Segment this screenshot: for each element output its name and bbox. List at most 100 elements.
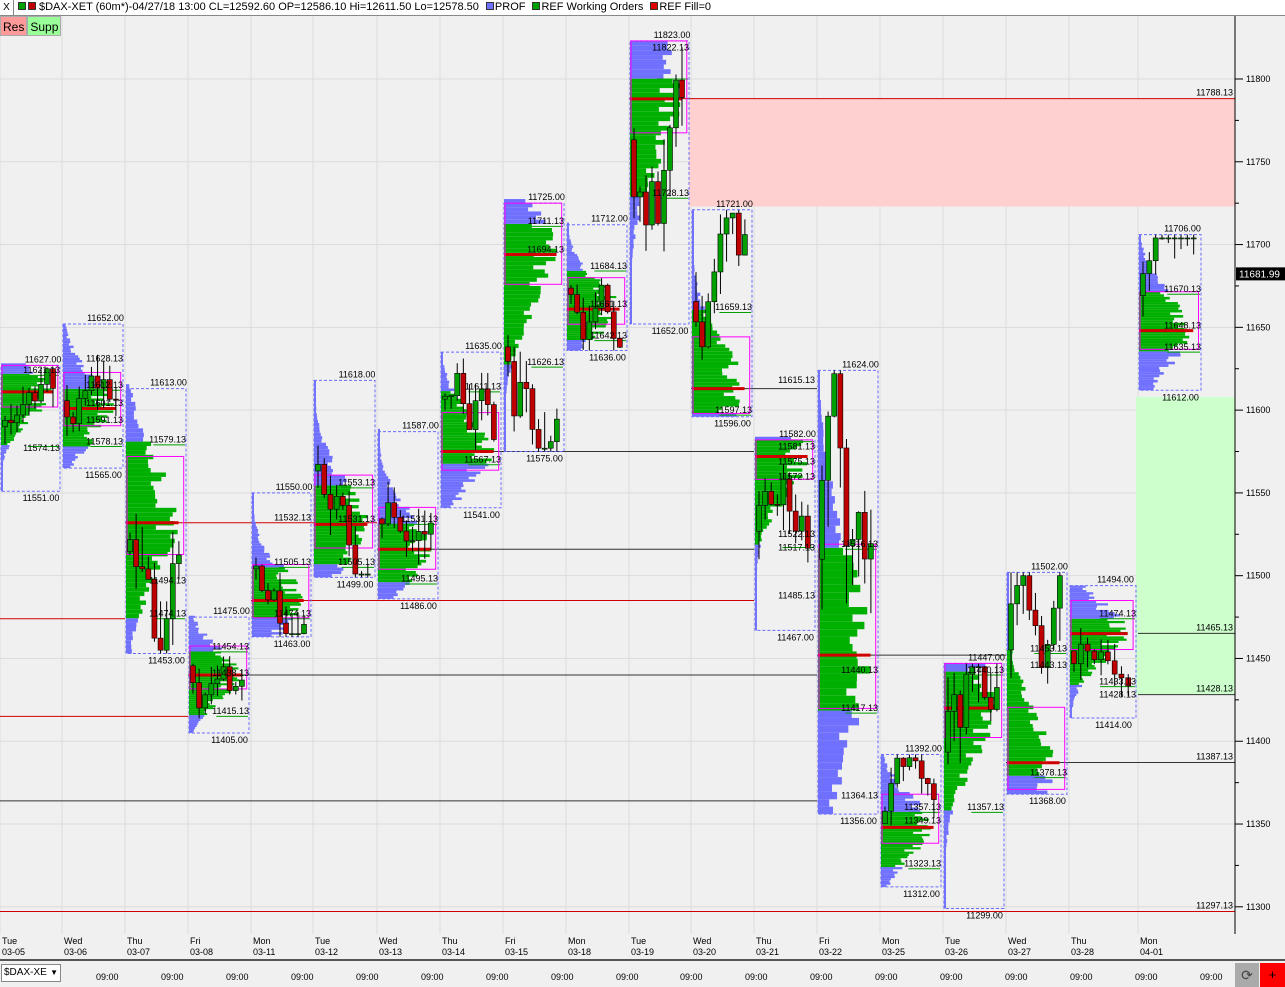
price-label: 11474.13	[149, 609, 186, 619]
last-price-tag	[1236, 267, 1285, 281]
profile-bar	[441, 479, 475, 482]
profile-bar	[1139, 239, 1141, 243]
profile-bar	[314, 462, 328, 466]
supp-button[interactable]: Supp	[27, 16, 62, 36]
profile-bar	[378, 434, 380, 438]
profile-bar	[1070, 709, 1072, 712]
value-area-bar	[504, 360, 511, 365]
profile-bar	[1070, 614, 1121, 617]
candle-body	[38, 384, 44, 402]
value-area-bar	[378, 534, 427, 538]
value-area-bar	[692, 392, 724, 397]
profile-bar	[692, 275, 696, 279]
price-chart[interactable]: 11788.13 11465.13 11428.13 11387.13 11297.13…	[0, 16, 1285, 934]
value-area-bar	[189, 659, 230, 662]
value-area-bar	[126, 445, 147, 451]
profile-bar	[1, 474, 3, 477]
profile-bar	[630, 55, 663, 60]
profile-bar	[818, 385, 820, 393]
value-area-bar	[126, 569, 152, 575]
candle-body	[364, 573, 371, 576]
value-area-bar	[755, 468, 803, 472]
candle-body	[1014, 585, 1020, 605]
candle-body	[762, 491, 768, 506]
profile-bar	[1070, 598, 1089, 602]
profile-bar	[630, 239, 634, 244]
close-button[interactable]: X	[0, 0, 14, 15]
profile-bar	[378, 495, 397, 499]
legend-item: REF Fill=0	[649, 1, 711, 13]
value-area-bar	[881, 856, 908, 859]
profile-bar	[692, 240, 694, 245]
profile-bar	[63, 446, 89, 449]
profile-bar	[63, 458, 76, 461]
green-square-icon	[17, 0, 37, 15]
add-button[interactable]: +	[1260, 963, 1285, 987]
value-area-bar	[944, 736, 986, 742]
candle-body	[214, 678, 221, 684]
value-area-bar	[944, 781, 966, 786]
candle-body	[568, 287, 574, 295]
profile-bar	[1070, 609, 1109, 613]
profile-bar	[378, 520, 418, 524]
profile-bar	[755, 557, 758, 561]
profile-bar	[567, 228, 569, 231]
profile-bar	[630, 229, 634, 235]
profile-bar	[1139, 385, 1155, 388]
refresh-icon[interactable]: ⟳	[1235, 963, 1259, 987]
initial-balance-box	[1139, 291, 1199, 350]
candle-body	[196, 682, 202, 709]
profile-bar	[441, 466, 486, 469]
candle-body	[742, 234, 748, 256]
value-area-bar	[1007, 731, 1047, 736]
date-label: Tue 03-19	[631, 936, 655, 957]
value-area-bar	[881, 853, 909, 857]
initial-balance-box	[126, 455, 185, 555]
profile-bar	[1, 371, 34, 374]
profile-bar	[441, 487, 462, 490]
value-area-bar	[1, 392, 40, 395]
profile-bar	[252, 519, 255, 522]
profile-bar	[755, 570, 757, 574]
price-label: 11551.00	[23, 493, 60, 503]
price-label: 11823.00	[654, 30, 691, 40]
value-area-bar	[630, 116, 671, 122]
profile-bar	[126, 640, 132, 645]
profile-bar	[692, 230, 694, 234]
candle-body	[1118, 673, 1125, 679]
profile-bar	[63, 333, 69, 337]
res-button[interactable]: Res	[0, 16, 28, 36]
profile-bar	[881, 873, 895, 876]
value-area-bar	[692, 368, 722, 372]
profile-bar	[944, 867, 946, 872]
profile-bar	[630, 196, 640, 202]
profile-bar	[252, 502, 254, 505]
value-area-bar	[1007, 749, 1054, 754]
price-label: 11502.00	[1031, 561, 1068, 571]
value-area-bar	[755, 519, 772, 523]
candle-body	[385, 502, 391, 525]
profile-bar	[1007, 576, 1009, 580]
symbol-select[interactable]: $DAX-XE ▼	[1, 964, 61, 982]
profile-bar	[504, 443, 506, 448]
profile-bar	[944, 834, 947, 840]
profile-bar	[126, 635, 133, 641]
profile-bar	[1070, 713, 1072, 716]
candle-body	[673, 79, 679, 129]
value-area-bar	[567, 316, 617, 320]
profile-bar	[1070, 700, 1074, 703]
profile-bar	[314, 386, 316, 391]
candle-body	[699, 321, 705, 348]
value-area-bar	[126, 525, 156, 530]
profile-bar	[692, 296, 699, 300]
profile-bar	[1139, 242, 1142, 246]
value-area-bar	[1007, 650, 1013, 654]
profile-bar	[944, 892, 946, 897]
price-label: 11438.13	[212, 668, 249, 678]
price-label: 11725.00	[528, 192, 565, 202]
value-area-bar	[189, 651, 221, 654]
price-label: 11565.00	[85, 470, 122, 480]
value-area-bar	[1, 373, 30, 376]
value-area-bar	[818, 695, 856, 704]
profile-bar	[126, 384, 130, 389]
